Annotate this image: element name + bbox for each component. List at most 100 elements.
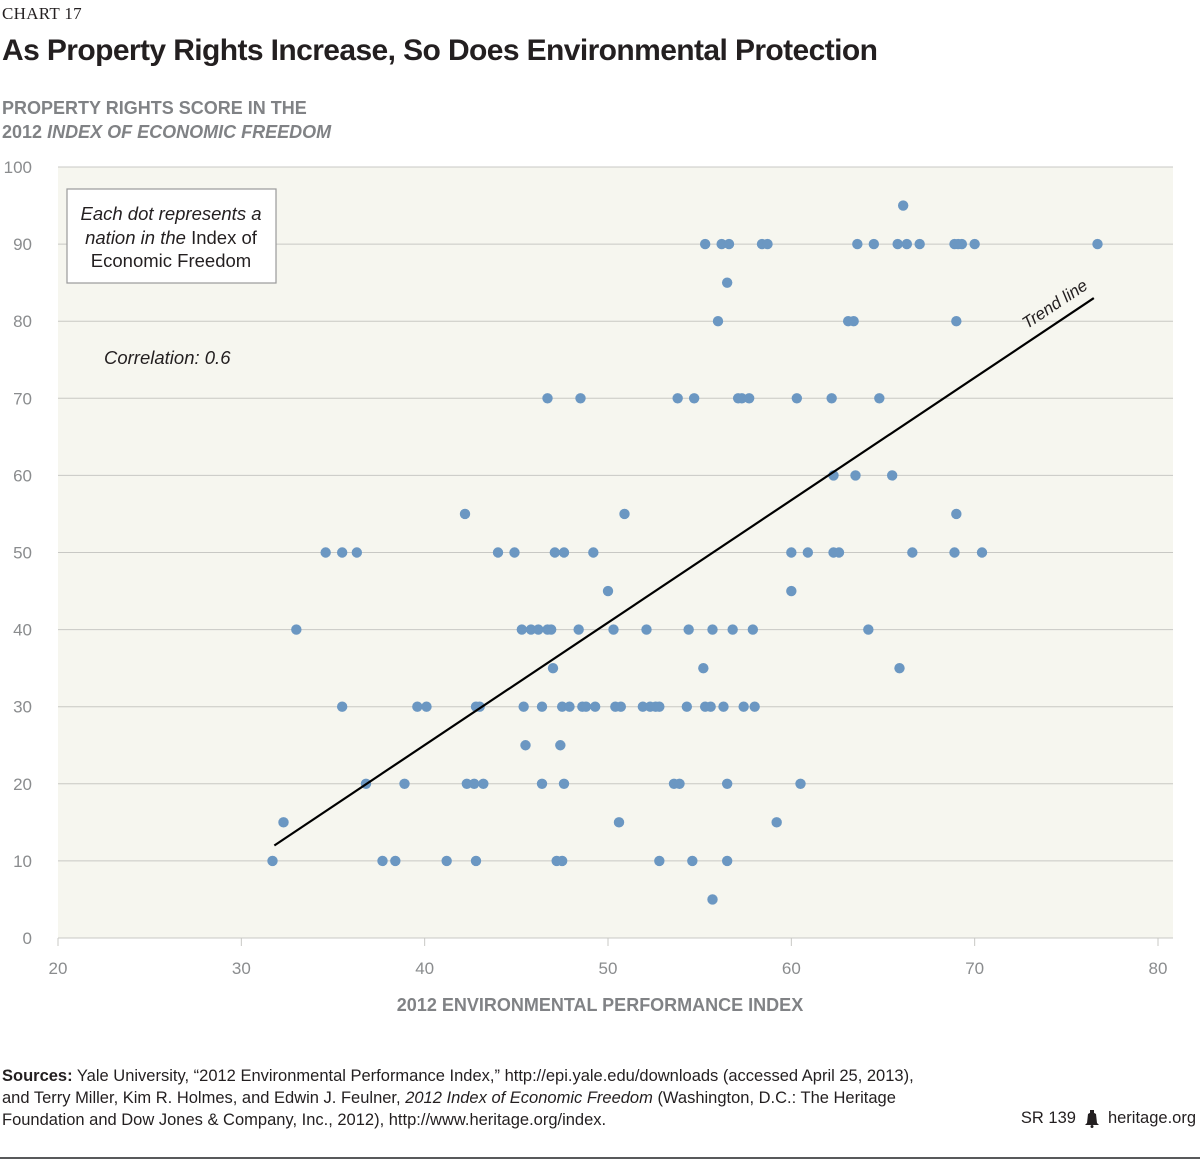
data-point (536, 778, 548, 789)
data-point (351, 547, 363, 558)
data-point (320, 547, 331, 558)
data-point (613, 817, 625, 828)
data-point (688, 393, 700, 404)
note-text: nation in the Index of (85, 227, 258, 248)
data-point (278, 817, 289, 828)
x-tick-label: 30 (232, 959, 251, 978)
data-point (736, 393, 748, 404)
data-point (771, 817, 782, 828)
data-point (897, 200, 909, 211)
y-tick-label: 90 (13, 235, 32, 254)
data-point (738, 701, 749, 712)
data-point (848, 316, 859, 327)
data-point (976, 547, 988, 558)
data-point (874, 393, 885, 404)
liberty-bell-icon (1084, 1109, 1099, 1128)
data-point (637, 701, 649, 712)
data-point (547, 662, 559, 674)
x-axis-title: 2012 ENVIRONMENTAL PERFORMANCE INDEX (397, 995, 803, 1015)
data-point (833, 547, 845, 558)
page-title: As Property Rights Increase, So Does Env… (2, 34, 878, 67)
data-point (721, 277, 733, 288)
data-point (868, 238, 880, 250)
data-point (545, 624, 557, 635)
y-axis-title-line2: 2012 INDEX OF ECONOMIC FREEDOM (2, 120, 331, 144)
bottom-rule (0, 1157, 1200, 1159)
data-point (520, 740, 531, 751)
data-point (901, 238, 913, 250)
x-tick-label: 80 (1149, 959, 1168, 978)
data-point (707, 624, 718, 635)
data-point (802, 547, 814, 558)
sources-text-1: Yale University, “2012 Environmental Per… (2, 1067, 914, 1107)
data-point (654, 701, 665, 712)
data-point (863, 624, 874, 635)
data-point (291, 624, 302, 635)
data-point (892, 238, 903, 250)
data-point (336, 701, 348, 712)
data-point (399, 778, 410, 789)
data-point (518, 701, 529, 712)
data-point (459, 508, 471, 520)
data-point (525, 624, 537, 635)
x-tick-label: 60 (782, 959, 801, 978)
data-point (791, 393, 803, 404)
data-point (850, 470, 861, 481)
data-point (558, 547, 570, 558)
y-axis-title-index: INDEX OF ECONOMIC FREEDOM (47, 122, 332, 142)
data-point (589, 701, 601, 712)
data-point (588, 547, 599, 558)
annotations: Each dot represents a nation in the Index… (66, 188, 277, 368)
y-tick-label: 0 (23, 929, 32, 948)
data-point (478, 778, 489, 789)
data-point (698, 662, 709, 674)
data-point (786, 585, 797, 597)
data-point (747, 624, 759, 635)
note-text-span: Each dot represents a (81, 203, 262, 224)
data-point (795, 778, 806, 789)
x-tick-label: 20 (49, 959, 68, 978)
data-point (727, 624, 738, 635)
axis-ticks: 0 10 20 30 40 50 60 70 80 90 100 20 30 40 50 60 70 80 (4, 158, 1168, 978)
y-axis-title-year: 2012 (2, 122, 43, 142)
data-point (683, 624, 694, 635)
data-point (907, 547, 918, 558)
data-point (699, 238, 711, 250)
data-point (707, 894, 718, 905)
sources-label: Sources: (2, 1067, 73, 1085)
y-tick-label: 10 (13, 852, 32, 871)
note-text: Economic Freedom (91, 250, 251, 271)
data-point (914, 238, 925, 250)
data-point (894, 662, 905, 674)
x-tick-label: 40 (415, 959, 434, 978)
data-point (580, 701, 592, 712)
data-point (412, 701, 423, 712)
data-point (672, 393, 683, 404)
y-axis-title-line1: PROPERTY RIGHTS SCORE IN THE (2, 98, 307, 118)
x-tick-label: 50 (599, 959, 618, 978)
data-point (687, 855, 698, 867)
data-point (718, 701, 729, 712)
data-point (556, 701, 568, 712)
data-point (549, 547, 561, 558)
correlation-label: Correlation: 0.6 (104, 347, 231, 368)
data-point (951, 508, 962, 520)
grid-lines (58, 166, 1173, 939)
data-point (509, 547, 520, 558)
note-box (66, 188, 277, 284)
y-tick-label: 60 (13, 466, 32, 485)
note-text-span: nation in the (85, 227, 191, 248)
data-point (641, 624, 652, 635)
y-tick-label: 40 (13, 621, 32, 640)
data-point (390, 855, 401, 867)
y-tick-label: 30 (13, 698, 32, 717)
data-point (615, 701, 627, 712)
trend-line (273, 297, 1095, 847)
y-tick-label: 80 (13, 312, 32, 331)
data-point (654, 855, 665, 867)
data-point (421, 701, 432, 712)
site-link[interactable]: heritage.org (1107, 1109, 1196, 1127)
sources-text-2: (Washington, D.C.: The Heritage Foundati… (2, 1089, 896, 1129)
sources-italic: 2012 Index of Economic Freedom (405, 1089, 653, 1107)
data-point (461, 778, 473, 789)
